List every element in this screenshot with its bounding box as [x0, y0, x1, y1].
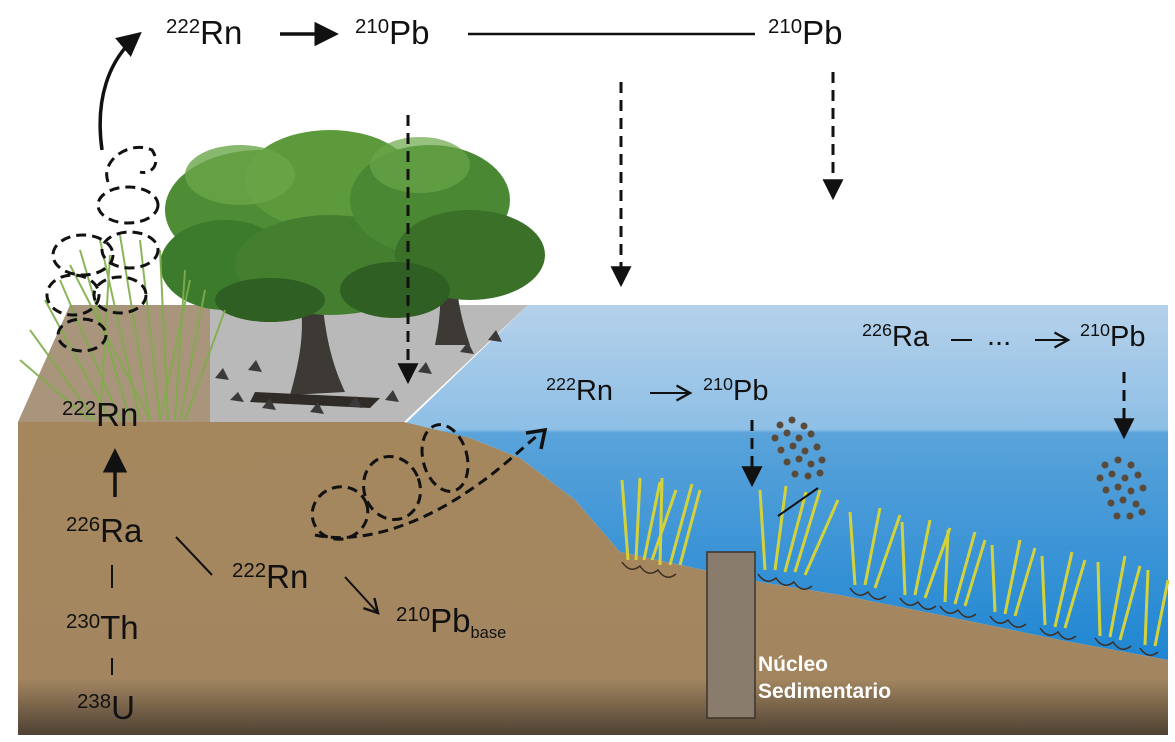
rn-emanation-swirl-land: [45, 145, 160, 353]
atmos-pb210-far-label: 210Pb: [768, 14, 843, 51]
soil-u238-label: 238U: [77, 689, 135, 726]
pb210-base-label: 210Pbbase: [396, 602, 507, 642]
sediment-core-label: Núcleo Sedimentario: [758, 651, 891, 705]
atmos-pb210-label: 210Pb: [355, 14, 430, 51]
water-ra226-label: 226Ra: [862, 320, 930, 353]
water-rn222-label: 222Rn: [546, 374, 614, 407]
deposition-arrows: [397, 72, 1135, 488]
water-pb210-far-label: 210Pb: [1080, 320, 1146, 353]
soil-rn222-label: 222Rn: [232, 558, 309, 595]
rn-pb-base-arrow: [344, 576, 380, 615]
seagrass-beds: [620, 477, 1170, 647]
water-ellipsis-label: ...: [987, 320, 1012, 352]
atmos-rn222-label: 222Rn: [166, 14, 243, 51]
particle-cloud-far: [1096, 456, 1147, 520]
water-pb210-label: 210Pb: [703, 374, 769, 407]
soil-ra226-label: 226Ra: [66, 512, 143, 549]
surface-rn222-label: 222Rn: [62, 396, 139, 433]
core-label-line1: Núcleo: [758, 653, 829, 676]
particle-cloud-near: [771, 416, 826, 480]
mangrove-trees: [160, 130, 545, 414]
rn-to-atmosphere-arrow: [98, 31, 142, 151]
core-label-line2: Sedimentario: [758, 680, 892, 703]
soil-th230-label: 230Th: [66, 609, 139, 646]
soil-ground: [18, 422, 1168, 735]
rn-swirl-arrow-head: [525, 427, 548, 450]
seagrass-roots: [621, 561, 1159, 656]
pb-sorption-line: [777, 487, 819, 517]
sediment-core: [706, 551, 756, 719]
rn-emanation-swirl-soil: [310, 423, 539, 541]
ra-rn-inner-link: [175, 536, 213, 576]
